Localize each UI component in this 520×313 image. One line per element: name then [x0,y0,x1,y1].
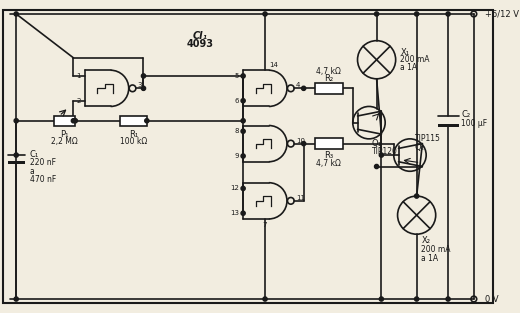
Text: 200 mA: 200 mA [400,55,430,64]
Text: 2: 2 [76,98,81,104]
Text: 1: 1 [76,73,81,79]
Circle shape [446,297,450,301]
Text: 470 nF: 470 nF [30,175,56,184]
Text: X₂: X₂ [421,236,431,245]
Bar [55,115,75,126]
Text: R₃: R₃ [324,151,333,160]
Circle shape [241,154,245,158]
Text: R₂: R₂ [324,74,333,83]
Text: 10: 10 [296,138,305,144]
Circle shape [263,12,267,16]
Circle shape [241,99,245,103]
Circle shape [241,74,245,78]
Text: 13: 13 [230,210,239,216]
Circle shape [414,194,419,198]
Text: 7: 7 [263,222,267,228]
Text: 220 nF: 220 nF [30,158,56,167]
Circle shape [14,119,18,123]
Circle shape [141,86,146,90]
Circle shape [141,74,146,78]
Circle shape [73,119,77,123]
Text: CI₁: CI₁ [193,31,207,41]
Text: 4,7 kΩ: 4,7 kΩ [317,159,341,168]
Text: 3: 3 [138,82,142,88]
Circle shape [446,12,450,16]
Text: +6/12 V: +6/12 V [485,9,519,18]
Bar [315,138,343,149]
Bar [438,124,459,127]
Text: 4093: 4093 [187,39,214,49]
Circle shape [379,297,383,301]
Circle shape [145,119,149,123]
Text: TIP115: TIP115 [415,134,440,143]
Text: 14: 14 [269,63,278,69]
Circle shape [302,141,306,146]
Circle shape [241,186,245,191]
Circle shape [414,12,419,16]
Circle shape [263,297,267,301]
Text: Q₁: Q₁ [372,139,382,148]
Text: Q₂: Q₂ [415,143,425,152]
Bar [8,161,25,164]
Circle shape [241,119,245,123]
Bar [315,83,343,94]
Circle shape [379,153,383,157]
Text: C₁: C₁ [30,150,39,159]
Text: 4,7 kΩ: 4,7 kΩ [317,67,341,76]
Circle shape [414,297,419,301]
Circle shape [241,129,245,133]
Text: 2,2 MΩ: 2,2 MΩ [51,137,78,146]
Text: 6: 6 [235,98,239,104]
Text: X₁: X₁ [400,48,410,57]
Circle shape [71,119,75,123]
Circle shape [14,12,18,16]
Text: 100 μF: 100 μF [461,119,488,128]
Text: TIP120: TIP120 [372,147,398,156]
Circle shape [302,86,306,90]
Text: C₂: C₂ [461,110,471,119]
Circle shape [374,164,379,169]
Text: 100 kΩ: 100 kΩ [120,137,147,146]
Circle shape [14,153,18,157]
Text: 0 V: 0 V [485,295,499,304]
Text: P₁: P₁ [61,130,69,139]
Text: 4: 4 [296,82,301,88]
Text: 200 mA: 200 mA [421,245,451,254]
Text: a 1A: a 1A [400,63,418,72]
Text: 9: 9 [235,153,239,159]
Bar [120,115,147,126]
Text: a 1A: a 1A [421,254,438,263]
Text: 5: 5 [235,73,239,79]
Text: 12: 12 [230,185,239,192]
Circle shape [14,297,18,301]
Text: 11: 11 [296,195,305,201]
Text: R₁: R₁ [129,130,138,139]
Text: a: a [30,167,34,176]
Circle shape [374,12,379,16]
Circle shape [241,211,245,215]
Text: 8: 8 [235,128,239,134]
